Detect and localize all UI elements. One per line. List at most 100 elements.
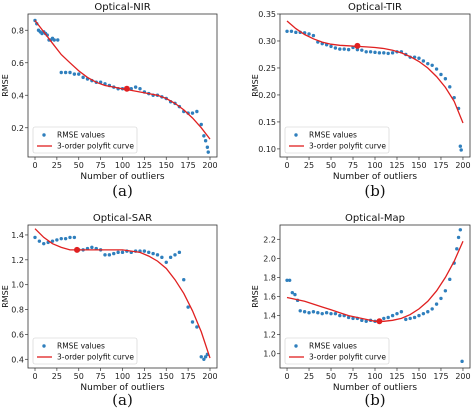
y-tick-label: 0.20 — [258, 91, 276, 100]
x-axis-label: Number of outliers — [333, 172, 418, 182]
data-point — [103, 253, 107, 257]
y-tick-label: 0.8 — [11, 26, 24, 35]
data-point — [50, 239, 55, 243]
min-point-marker — [354, 42, 361, 49]
data-point — [120, 250, 125, 255]
y-tick-label: 0.4 — [11, 355, 24, 364]
data-point — [302, 310, 307, 314]
x-tick-label: 150 — [411, 161, 426, 170]
panel-caption: (a) — [112, 391, 133, 409]
data-point — [355, 47, 360, 52]
data-point — [364, 50, 368, 54]
x-tick-label: 100 — [115, 372, 130, 381]
chart-panel-1: Optical-NIR 0 25 50 75 100 125 150 175 200 0.2 0.4 0… — [1, 2, 218, 200]
y-tick-label: 0.30 — [258, 37, 276, 46]
x-tick-label: 25 — [304, 372, 314, 381]
data-point — [202, 357, 206, 361]
x-tick-label: 75 — [348, 372, 358, 381]
y-tick-label: 0.2 — [11, 124, 24, 133]
data-point — [386, 51, 390, 56]
data-point — [324, 311, 329, 315]
data-point — [90, 245, 94, 250]
data-point — [77, 72, 81, 76]
legend-box — [32, 337, 138, 365]
data-point — [316, 311, 320, 315]
data-point — [298, 309, 302, 313]
data-point — [373, 50, 377, 55]
data-point — [434, 67, 439, 71]
x-tick-label: 125 — [137, 372, 152, 381]
data-point — [293, 292, 297, 297]
x-tick-label: 25 — [304, 161, 314, 170]
legend-entry: RMSE values — [309, 131, 357, 140]
data-point — [417, 56, 421, 60]
x-tick-label: 200 — [202, 372, 217, 381]
data-point — [160, 255, 164, 260]
data-point — [342, 47, 346, 51]
chart-title: Optical-TIR — [348, 2, 402, 13]
data-point — [360, 48, 364, 52]
x-tick-label: 200 — [202, 161, 217, 170]
data-point — [68, 70, 72, 75]
data-point — [72, 72, 77, 76]
plot-area — [285, 228, 464, 364]
legend-entry: RMSE values — [309, 342, 357, 351]
data-point — [460, 359, 464, 364]
data-point — [199, 355, 203, 359]
x-tick-label: 150 — [159, 161, 174, 170]
y-tick-label: 1.4 — [263, 312, 276, 321]
data-point — [289, 29, 294, 33]
data-point — [287, 278, 292, 282]
data-point — [63, 236, 68, 241]
data-point — [168, 255, 173, 260]
legend: RMSE values 3-order polyfit curve — [32, 337, 138, 365]
data-point — [155, 253, 160, 257]
legend-entry: RMSE values — [57, 342, 105, 351]
legend-point-swatch — [42, 344, 46, 348]
x-tick-label: 175 — [180, 161, 195, 170]
y-tick-label: 0.6 — [11, 330, 24, 339]
y-tick-label: 1.2 — [11, 256, 24, 265]
x-tick-label: 125 — [137, 161, 152, 170]
legend-entry: 3-order polyfit curve — [309, 142, 386, 151]
data-point — [142, 249, 147, 253]
y-tick-label: 0.8 — [11, 306, 24, 315]
x-tick-label: 50 — [326, 161, 336, 170]
x-tick-label: 125 — [389, 372, 404, 381]
data-point — [459, 148, 463, 152]
data-point — [164, 260, 168, 265]
data-point — [294, 30, 298, 35]
data-point — [203, 355, 208, 359]
data-point — [37, 239, 42, 243]
y-tick-label: 1.0 — [263, 350, 276, 359]
data-point — [458, 228, 463, 232]
x-tick-label: 125 — [389, 161, 404, 170]
data-point — [107, 253, 112, 257]
data-point — [186, 305, 190, 309]
panel-caption: (b) — [364, 182, 385, 200]
plot-area — [285, 20, 464, 152]
data-point — [311, 33, 316, 38]
data-point — [364, 319, 368, 323]
y-tick-label: 2.0 — [263, 254, 276, 263]
data-point — [399, 310, 404, 314]
data-point — [72, 235, 77, 240]
data-point — [311, 310, 316, 314]
data-point — [285, 29, 289, 33]
data-point — [206, 150, 210, 154]
panel-caption: (a) — [112, 182, 133, 200]
x-tick-label: 0 — [32, 372, 37, 381]
data-point — [81, 75, 85, 80]
data-point — [116, 250, 120, 255]
y-tick-label: 1.0 — [11, 281, 24, 290]
x-tick-label: 0 — [32, 161, 37, 170]
data-point — [456, 235, 461, 240]
data-point — [333, 46, 338, 50]
data-point — [417, 313, 421, 318]
x-tick-label: 25 — [52, 372, 62, 381]
x-tick-label: 150 — [411, 372, 426, 381]
y-tick-label: 1.2 — [263, 331, 276, 340]
data-point — [386, 315, 390, 320]
x-tick-label: 100 — [367, 372, 382, 381]
panel-caption: (b) — [364, 391, 385, 409]
